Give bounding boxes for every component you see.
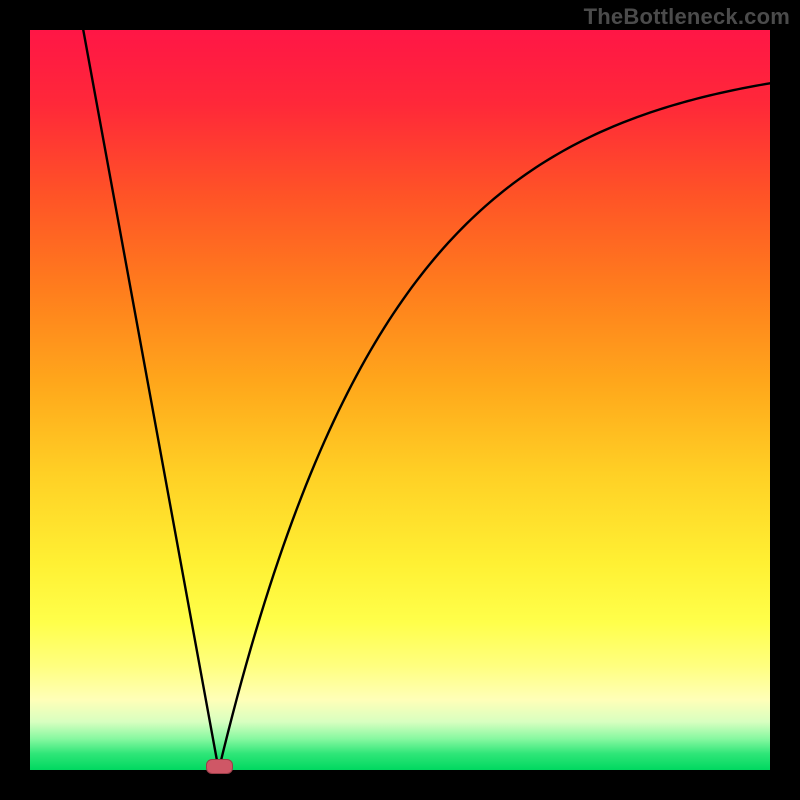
figure-container: TheBottleneck.com: [0, 0, 800, 800]
plot-area: [30, 30, 770, 770]
curve-svg: [30, 30, 770, 770]
watermark-text: TheBottleneck.com: [584, 4, 790, 30]
optimum-marker: [206, 759, 233, 774]
bottleneck-curve: [83, 30, 770, 770]
